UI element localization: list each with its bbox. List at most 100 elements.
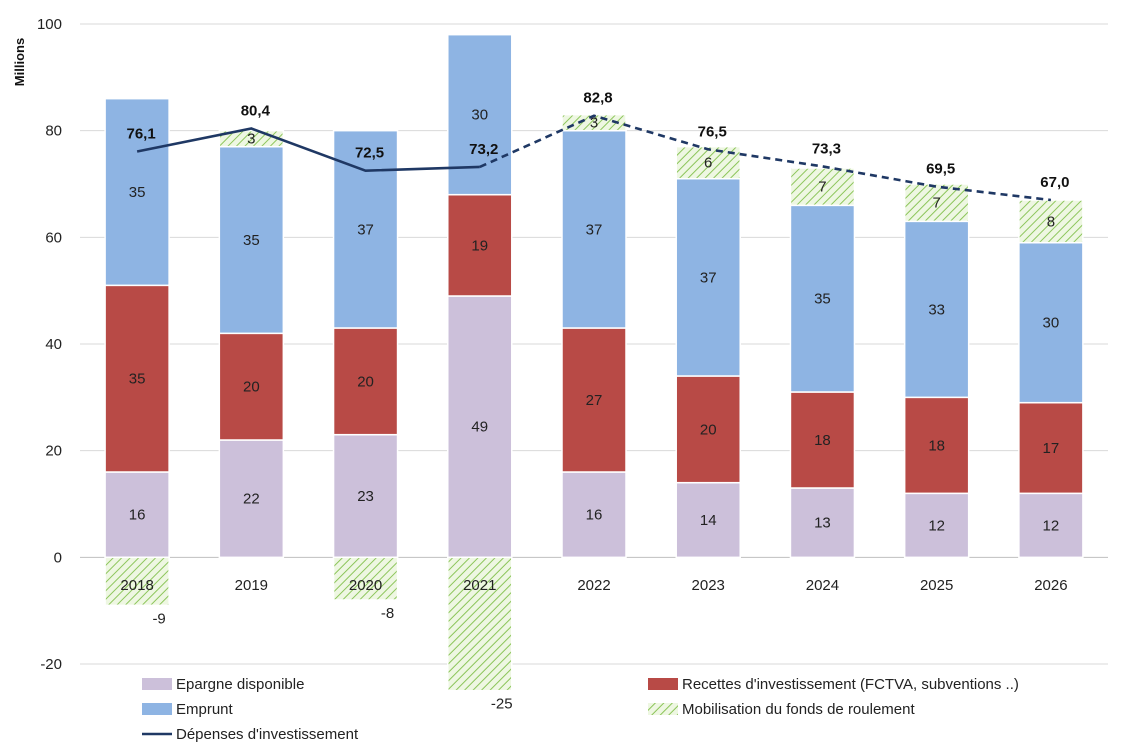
- value-label-epargne-disponible-2018: 16: [129, 507, 146, 524]
- legend-swatch-emprunt: [142, 703, 172, 715]
- legend-label-mobilisation-du-fonds-de-roulement: Mobilisation du fonds de roulement: [682, 701, 915, 718]
- value-label-epargne-disponible-2022: 16: [586, 507, 603, 524]
- bar-epargne-disponible-2026: [1018, 492, 1084, 559]
- bar-emprunt-2024: [789, 204, 856, 393]
- value-label-emprunt-2020: 37: [357, 221, 374, 238]
- value-label-mobilisation-du-fonds-de-roulement-2023: 6: [704, 155, 712, 172]
- value-label-recettes-d-investissement-fctva-subventions-2020: 20: [357, 373, 374, 390]
- line-value-label-2018: 76,1: [127, 125, 156, 142]
- bar-epargne-disponible-2021: [447, 295, 513, 559]
- bar-mobilisation-du-fonds-de-roulement-2021: [447, 556, 513, 692]
- value-label-mobilisation-du-fonds-de-roulement-2019: 3: [247, 131, 255, 148]
- bar-recettes-d-investissement-fctva-subventions-2022: [561, 327, 627, 473]
- x-tick-label: 2022: [577, 577, 610, 594]
- x-tick-label: 2021: [463, 577, 496, 594]
- x-tick-label: 2023: [692, 577, 725, 594]
- y-tick-label: 60: [45, 229, 62, 246]
- y-tick-label: 20: [45, 443, 62, 460]
- bar-recettes-d-investissement-fctva-subventions-2024: [789, 391, 856, 489]
- line-dashed-segment: [479, 114, 1052, 202]
- legend: Epargne disponible Recettes d'investissem…: [142, 676, 1019, 742]
- value-label-mobilisation-du-fonds-de-roulement-2024: 7: [818, 179, 826, 196]
- value-label-recettes-d-investissement-fctva-subventions-2019: 20: [243, 379, 260, 396]
- legend-swatch-mobilisation-du-fonds-de-roulement: [648, 703, 678, 715]
- value-label-emprunt-2023: 37: [700, 269, 717, 286]
- line-value-label-2026: 67,0: [1040, 174, 1069, 191]
- x-tick-label: 2019: [235, 577, 268, 594]
- x-tick-label: 2025: [920, 577, 953, 594]
- value-label-epargne-disponible-2026: 12: [1043, 517, 1060, 534]
- value-label-epargne-disponible-2025: 12: [928, 517, 945, 534]
- legend-label-depenses-d-investissement: Dépenses d'investissement: [176, 726, 359, 742]
- value-label-emprunt-2021: 30: [471, 107, 488, 124]
- value-label-emprunt-2018: 35: [129, 184, 146, 201]
- bar-recettes-d-investissement-fctva-subventions-2019: [218, 332, 285, 441]
- bar-emprunt-2025: [903, 220, 970, 399]
- line-value-label-2019: 80,4: [241, 103, 271, 120]
- line-value-label-2024: 73,3: [812, 140, 841, 157]
- y-tick-label: 40: [45, 336, 62, 353]
- value-label-epargne-disponible-2021: 49: [471, 419, 488, 436]
- y-tick-label: 80: [45, 123, 62, 140]
- bars: [104, 33, 1084, 692]
- value-label-recettes-d-investissement-fctva-subventions-2022: 27: [586, 392, 603, 409]
- x-tick-label: 2024: [806, 577, 839, 594]
- x-tick-label: 2020: [349, 577, 382, 594]
- value-label-emprunt-2022: 37: [586, 221, 603, 238]
- line-value-label-2023: 76,5: [698, 123, 727, 140]
- value-label-epargne-disponible-2023: 14: [700, 512, 717, 529]
- bar-recettes-d-investissement-fctva-subventions-2026: [1018, 401, 1084, 495]
- value-label-epargne-disponible-2019: 22: [243, 491, 260, 508]
- y-tick-label: -20: [40, 656, 62, 673]
- line-value-label-2021: 73,2: [469, 141, 498, 158]
- value-label-mobilisation-du-fonds-de-roulement-2020: -8: [381, 605, 394, 622]
- line-value-label-2020: 72,5: [355, 145, 384, 162]
- value-label-recettes-d-investissement-fctva-subventions-2025: 18: [928, 437, 945, 454]
- bar-mobilisation-du-fonds-de-roulement-2018: [104, 556, 170, 607]
- value-label-emprunt-2019: 35: [243, 232, 260, 249]
- bar-epargne-disponible-2025: [903, 492, 970, 559]
- bar-epargne-disponible-2020: [332, 433, 399, 559]
- bar-recettes-d-investissement-fctva-subventions-2021: [447, 193, 513, 297]
- legend-label-recettes-d-investissement-fctva-subventions: Recettes d'investissement (FCTVA, subven…: [682, 676, 1019, 693]
- data-labels: 16 35 35 -9 22 20 35 3 23 20 37 -8 49 19 30 -25 16 27 37 3 1…: [127, 90, 1070, 713]
- value-label-emprunt-2025: 33: [928, 301, 945, 318]
- value-label-mobilisation-du-fonds-de-roulement-2021: -25: [491, 696, 513, 713]
- bar-epargne-disponible-2019: [218, 439, 285, 559]
- value-label-emprunt-2026: 30: [1043, 315, 1060, 332]
- value-label-recettes-d-investissement-fctva-subventions-2024: 18: [814, 432, 831, 449]
- bar-epargne-disponible-2024: [789, 487, 856, 559]
- y-axis-title: Millions: [12, 38, 27, 86]
- legend-swatch-epargne-disponible: [142, 678, 172, 690]
- value-label-epargne-disponible-2024: 13: [814, 515, 831, 532]
- bar-emprunt-2019: [218, 145, 285, 335]
- value-label-epargne-disponible-2020: 23: [357, 488, 374, 505]
- bar-recettes-d-investissement-fctva-subventions-2020: [332, 327, 399, 436]
- bar-emprunt-2023: [675, 177, 741, 377]
- value-label-mobilisation-du-fonds-de-roulement-2025: 7: [932, 195, 940, 212]
- bar-emprunt-2026: [1018, 241, 1084, 404]
- value-label-emprunt-2024: 35: [814, 291, 831, 308]
- bar-mobilisation-du-fonds-de-roulement-2024: [789, 167, 856, 207]
- y-tick-label: 0: [54, 549, 62, 566]
- line-value-label-2025: 69,5: [926, 161, 955, 178]
- bar-emprunt-2018: [104, 97, 170, 287]
- legend-label-emprunt: Emprunt: [176, 701, 234, 718]
- bar-epargne-disponible-2022: [561, 471, 627, 559]
- value-label-mobilisation-du-fonds-de-roulement-2026: 8: [1047, 213, 1055, 230]
- value-label-mobilisation-du-fonds-de-roulement-2022: 3: [590, 115, 598, 132]
- line-solid-segment: [136, 127, 480, 172]
- value-label-recettes-d-investissement-fctva-subventions-2026: 17: [1043, 440, 1060, 457]
- line-value-label-2022: 82,8: [583, 90, 612, 107]
- bar-recettes-d-investissement-fctva-subventions-2023: [675, 375, 741, 484]
- investment-line: [136, 114, 1052, 202]
- x-tick-label: 2026: [1034, 577, 1067, 594]
- x-tick-label: 2018: [120, 577, 153, 594]
- value-label-recettes-d-investissement-fctva-subventions-2018: 35: [129, 371, 146, 388]
- y-tick-label: 100: [37, 16, 62, 33]
- bar-mobilisation-du-fonds-de-roulement-2020: [332, 556, 399, 601]
- value-label-recettes-d-investissement-fctva-subventions-2023: 20: [700, 421, 717, 438]
- value-label-mobilisation-du-fonds-de-roulement-2018: -9: [152, 610, 165, 627]
